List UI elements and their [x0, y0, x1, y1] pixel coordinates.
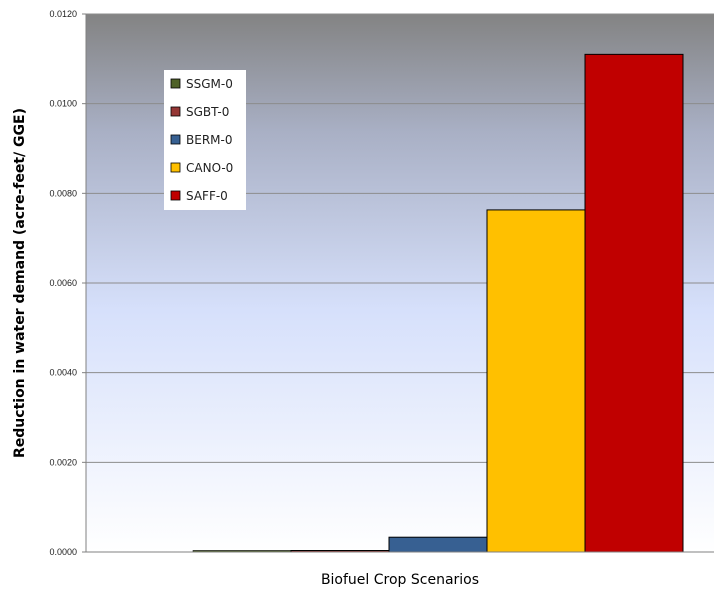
- legend: SSGM-0 SGBT-0 BERM-0 CANO-0 SAFF-0: [164, 70, 246, 210]
- legend-swatch: [170, 106, 181, 117]
- legend-label: SSGM-0: [186, 77, 233, 91]
- legend-label: BERM-0: [186, 133, 232, 147]
- bar-berm-0: [388, 536, 488, 553]
- legend-label: SGBT-0: [186, 105, 229, 119]
- y-tick-label: 0.0000: [49, 547, 77, 557]
- bar-cano-0: [486, 209, 586, 553]
- y-tick-label: 0.0040: [49, 368, 77, 378]
- y-axis-ticks: 0.0000 0.0020 0.0040 0.0060 0.0080 0.0100 0.01…: [49, 9, 86, 557]
- x-axis-title: Biofuel Crop Scenarios: [321, 572, 479, 588]
- legend-label: SAFF-0: [186, 189, 228, 203]
- y-tick-label: 0.0020: [49, 457, 77, 467]
- legend-swatch: [170, 78, 181, 89]
- y-tick-label: 0.0100: [49, 99, 77, 109]
- legend-label: CANO-0: [186, 161, 233, 175]
- legend-swatch: [170, 134, 181, 145]
- legend-swatch: [170, 162, 181, 173]
- legend-swatch: [170, 190, 181, 201]
- y-tick-label: 0.0060: [49, 278, 77, 288]
- y-axis-title: Reduction in water demand (acre-feet/ GG…: [12, 108, 28, 458]
- bar-saff-0: [584, 53, 684, 553]
- bars: [192, 53, 684, 553]
- y-tick-label: 0.0080: [49, 188, 77, 198]
- y-tick-label: 0.0120: [49, 9, 77, 19]
